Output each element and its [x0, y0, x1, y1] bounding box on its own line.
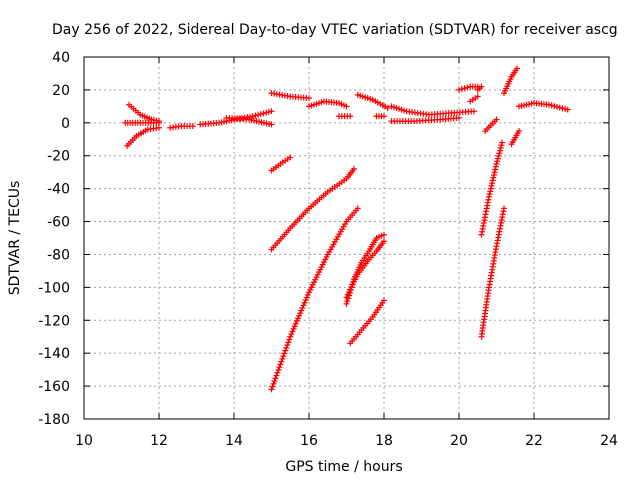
series-arc6: [223, 114, 275, 128]
x-tick-label: 10: [75, 433, 93, 449]
series-arc25: [343, 238, 387, 301]
x-axis-label: GPS time / hours: [285, 459, 402, 475]
series-arc2: [122, 119, 162, 126]
x-tick-label: 22: [525, 433, 543, 449]
x-tick-labels: 10 12 14 16 18 20 22 24: [75, 433, 618, 449]
series-arc19: [508, 128, 522, 148]
series-arc20: [516, 100, 571, 113]
y-tick-label: -120: [38, 313, 70, 329]
series-arc23: [268, 205, 361, 393]
series-arc21: [268, 154, 294, 174]
data-marks: [122, 65, 571, 393]
chart-title: Day 256 of 2022, Sidereal Day-to-day VTE…: [52, 22, 618, 38]
x-tick-label: 24: [600, 433, 618, 449]
y-tick-labels: 40 20 0 -20 -40 -60 -80 -100 -120 -140 -160 -180: [38, 50, 70, 428]
y-tick-label: -180: [38, 412, 70, 428]
y-axis-label: SDTVAR / TECUs: [7, 181, 23, 296]
series-arc16: [474, 83, 485, 93]
y-tick-label: -160: [38, 379, 70, 395]
series-arc28: [478, 205, 507, 340]
series-arc22: [268, 165, 357, 253]
x-tick-label: 18: [375, 433, 393, 449]
series-arc26: [347, 297, 387, 347]
grid-lines: [84, 57, 609, 419]
series-arc18: [501, 65, 521, 97]
series-arc17: [482, 116, 500, 135]
y-tick-label: -60: [47, 215, 70, 231]
series-arc4: [167, 123, 196, 131]
y-tick-label: -140: [38, 346, 70, 362]
y-tick-label: 0: [61, 116, 70, 132]
x-tick-label: 12: [150, 433, 168, 449]
series-arc7: [268, 90, 312, 102]
series-arc3: [124, 124, 162, 149]
x-tick-label: 20: [450, 433, 468, 449]
series-arc9: [336, 113, 354, 120]
series-arc14: [456, 83, 481, 93]
y-tick-label: -100: [38, 280, 70, 296]
y-tick-label: -20: [47, 149, 70, 165]
series-arc12: [388, 103, 477, 118]
series-arc8: [306, 98, 350, 110]
plot-frame: [83, 56, 610, 420]
y-tick-label: -80: [47, 247, 70, 263]
x-tick-label: 16: [300, 433, 318, 449]
series-arc11: [373, 113, 387, 120]
series-arc5: [197, 108, 275, 128]
series-arc13: [388, 114, 462, 125]
y-tick-label: -40: [47, 182, 70, 198]
series-arc27: [478, 139, 506, 238]
series-arc10: [354, 91, 391, 112]
y-tick-label: 20: [52, 83, 70, 99]
series-arc15: [467, 93, 481, 105]
y-tick-label: 40: [52, 50, 70, 66]
axis-ticks: [83, 56, 610, 420]
x-tick-label: 14: [225, 433, 243, 449]
